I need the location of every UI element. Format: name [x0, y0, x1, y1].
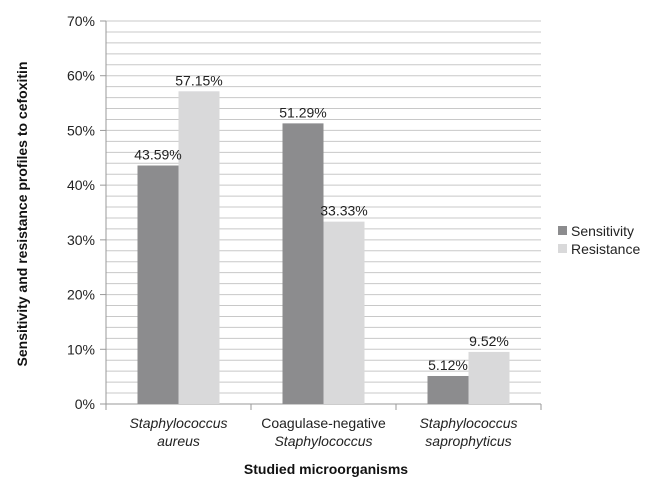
- y-tick-label: 30%: [67, 232, 95, 248]
- y-tick-label: 20%: [67, 287, 95, 303]
- data-label: 57.15%: [175, 72, 222, 88]
- legend: Sensitivity Resistance: [558, 223, 640, 257]
- data-label: 51.29%: [279, 104, 326, 120]
- bar-resistance-0: [178, 91, 220, 404]
- bar-sensitivity-0: [137, 165, 179, 404]
- y-tick-label: 60%: [67, 68, 95, 84]
- x-axis-title: Studied microorganisms: [244, 461, 408, 477]
- data-label: 5.12%: [428, 357, 468, 373]
- legend-label-resistance: Resistance: [571, 241, 640, 257]
- data-label: 33.33%: [320, 203, 367, 219]
- y-tick-labels: 0% 10% 20% 30% 40% 50% 60% 70%: [67, 13, 95, 412]
- category-label: Staphylococcus: [274, 433, 372, 449]
- legend-swatch-sensitivity: [558, 226, 567, 235]
- category-label: aureus: [157, 433, 200, 449]
- y-tick-label: 0%: [75, 396, 95, 412]
- y-tick-label: 40%: [67, 177, 95, 193]
- y-tick-label: 50%: [67, 122, 95, 138]
- bar-resistance-1: [323, 221, 365, 404]
- data-labels: 43.59% 57.15% 51.29% 33.33% 5.12%9.52%: [134, 72, 509, 373]
- legend-swatch-resistance: [558, 244, 567, 253]
- category-labels: Staphylococcus aureus Coagulase-negative St…: [129, 415, 517, 449]
- bars: [137, 91, 510, 405]
- y-tick-label: 10%: [67, 341, 95, 357]
- bar-resistance-2: [468, 351, 510, 404]
- data-label: 43.59%: [134, 147, 181, 163]
- y-axis-title: Sensitivity and resistance profiles to c…: [14, 62, 30, 367]
- bar-sensitivity-2: [427, 375, 469, 404]
- y-tick-label: 70%: [67, 13, 95, 29]
- category-label: Staphylococcus: [129, 415, 227, 431]
- bar-sensitivity-1: [282, 123, 324, 405]
- category-label: Staphylococcus: [419, 415, 517, 431]
- legend-label-sensitivity: Sensitivity: [571, 223, 634, 239]
- category-label: saprophyticus: [425, 433, 511, 449]
- category-label: Coagulase-negative: [261, 415, 386, 431]
- data-label: 9.52%: [469, 333, 509, 349]
